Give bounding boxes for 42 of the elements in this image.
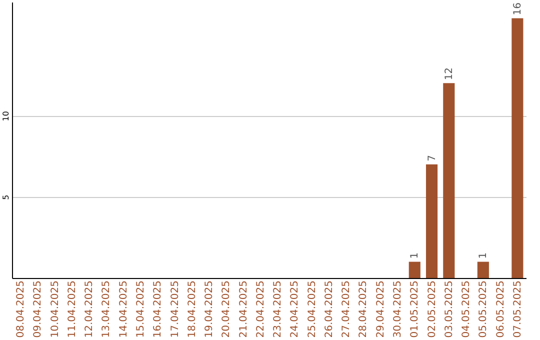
x-tick-label: 17.04.2025 <box>170 280 181 338</box>
y-tick-label: 10 <box>2 111 10 122</box>
data-label: 1 <box>478 252 490 259</box>
x-tick-label: 02.05.2025 <box>426 280 438 338</box>
x-tick-label: 03.05.2025 <box>444 280 455 338</box>
x-tick-label: 20.04.2025 <box>221 280 232 338</box>
bar <box>443 83 455 278</box>
x-tick-label: 22.04.2025 <box>255 280 266 338</box>
x-tick-label: 07.05.2025 <box>512 280 524 338</box>
x-tick-label: 08.04.2025 <box>16 280 27 338</box>
x-tick-label: 05.05.2025 <box>478 280 490 338</box>
x-tick-label: 09.04.2025 <box>32 280 44 338</box>
bar <box>408 262 420 278</box>
x-tick-label: 30.04.2025 <box>392 280 404 338</box>
y-tick-label: 5 <box>2 194 10 200</box>
data-label: 1 <box>410 252 421 259</box>
x-tick-label: 01.05.2025 <box>410 280 421 338</box>
x-tick-label: 16.04.2025 <box>152 280 164 338</box>
x-tick-label: 26.04.2025 <box>324 280 335 338</box>
x-tick-label: 12.04.2025 <box>84 280 96 338</box>
x-tick-label: 06.05.2025 <box>495 280 506 338</box>
x-tick-label: 04.05.2025 <box>461 280 472 338</box>
x-tick-label: 28.04.2025 <box>358 280 370 338</box>
x-tick-label: 25.04.2025 <box>306 280 318 338</box>
x-tick-label: 21.04.2025 <box>238 280 250 338</box>
x-tick-label: 14.04.2025 <box>118 280 130 338</box>
x-tick-label: 13.04.2025 <box>101 280 112 338</box>
data-label: 12 <box>444 67 455 80</box>
x-tick-label: 24.04.2025 <box>290 280 301 338</box>
x-tick-label: 11.04.2025 <box>66 280 78 338</box>
x-tick-label: 19.04.2025 <box>204 280 216 338</box>
bar <box>426 164 438 278</box>
x-tick-label: 10.04.2025 <box>50 280 61 338</box>
x-tick-label: 23.04.2025 <box>272 280 284 338</box>
x-tick-label: 15.04.2025 <box>136 280 146 338</box>
bar <box>512 18 524 278</box>
bar <box>477 262 489 278</box>
data-label: 16 <box>512 2 524 16</box>
x-tick-label: 29.04.2025 <box>375 280 386 338</box>
x-tick-label: 18.04.2025 <box>186 280 198 338</box>
data-label: 7 <box>426 154 438 162</box>
x-tick-label: 27.04.2025 <box>341 280 352 338</box>
